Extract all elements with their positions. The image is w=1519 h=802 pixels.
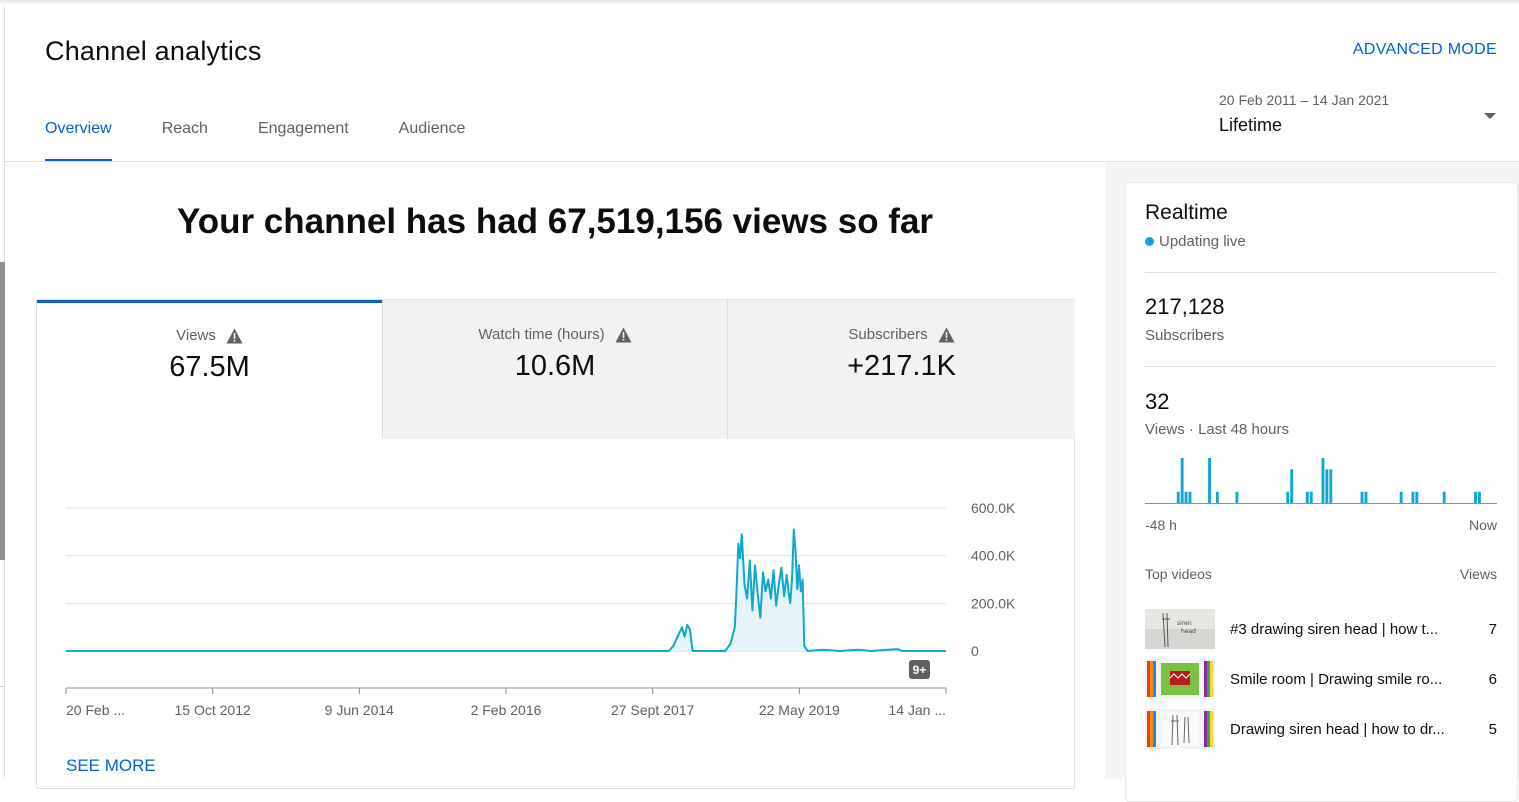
warning-icon (615, 327, 632, 342)
tab-bar: Overview Reach Engagement Audience (45, 120, 515, 162)
svg-text:siren: siren (1177, 620, 1192, 627)
date-range-dates: 20 Feb 2011 – 14 Jan 2021 (1219, 92, 1390, 108)
subscribers-count: 217,128 (1145, 294, 1225, 319)
scrollbar-thumb[interactable] (0, 262, 5, 560)
left-divider-stub (0, 686, 5, 687)
video-views: 6 (1488, 670, 1497, 688)
metric-tab-views[interactable]: Views 67.5M (37, 300, 382, 439)
realtime-divider (1145, 366, 1497, 367)
video-views: 5 (1488, 720, 1497, 738)
see-more-link[interactable]: SEE MORE (66, 756, 156, 775)
header-divider (5, 161, 1519, 162)
video-title: Drawing siren head | how to dr... (1230, 720, 1445, 738)
page-title: Channel analytics (45, 36, 262, 66)
date-range-picker[interactable]: 20 Feb 2011 – 14 Jan 2021 Lifetime (1219, 92, 1499, 136)
live-indicator: Updating live (1145, 233, 1246, 250)
metric-label-text: Watch time (hours) (478, 326, 605, 343)
metric-label: Watch time (hours) (478, 326, 632, 343)
realtime-axis-start: -48 h (1145, 517, 1177, 533)
metric-value: +217.1K (847, 350, 956, 382)
top-video-row[interactable]: siren head #3 drawing siren head | how t.… (1145, 608, 1497, 650)
tab-audience[interactable]: Audience (398, 120, 466, 137)
warning-icon (938, 327, 955, 342)
live-dot-icon (1145, 237, 1154, 246)
metric-value: 10.6M (514, 350, 596, 382)
tab-reach[interactable]: Reach (161, 120, 208, 137)
date-range-label: Lifetime (1219, 115, 1283, 135)
top-shadow (0, 0, 1519, 5)
views-headline: Your channel has had 67,519,156 views so… (176, 202, 934, 241)
tab-engagement[interactable]: Engagement (257, 120, 349, 137)
realtime-title: Realtime (1145, 201, 1228, 224)
svg-text:head: head (1181, 628, 1196, 635)
top-videos-views-label: Views (1459, 566, 1497, 582)
subscribers-label: Subscribers (1145, 327, 1225, 344)
realtime-views-count: 32 (1145, 389, 1170, 414)
video-title: #3 drawing siren head | how t... (1230, 620, 1439, 638)
realtime-divider (1145, 272, 1497, 273)
video-thumbnail (1145, 709, 1215, 749)
top-video-row[interactable]: Drawing siren head | how to dr... 5 (1145, 708, 1497, 750)
metric-value: 67.5M (169, 351, 250, 383)
video-views: 7 (1488, 620, 1497, 638)
realtime-axis-end: Now (1468, 517, 1497, 533)
live-text: Updating live (1159, 233, 1246, 250)
realtime-views-label: Views · Last 48 hours (1145, 421, 1289, 438)
dropdown-arrow-icon (1484, 113, 1496, 119)
advanced-mode-button[interactable]: ADVANCED MODE (1352, 41, 1497, 58)
metric-label: Views (176, 327, 243, 344)
metric-tab-subscribers[interactable]: Subscribers +217.1K (728, 300, 1075, 439)
top-video-row[interactable]: Smile room | Drawing smile ro... 6 (1145, 658, 1497, 700)
metric-label: Subscribers (848, 326, 955, 343)
metric-label-text: Views (176, 327, 216, 344)
video-thumbnail (1145, 659, 1215, 699)
warning-icon (226, 328, 243, 343)
metric-label-text: Subscribers (848, 326, 928, 343)
video-title: Smile room | Drawing smile ro... (1230, 670, 1443, 688)
tab-overview[interactable]: Overview (45, 120, 112, 162)
overview-card: Views 67.5M Watch time (hours) 10.6M Sub… (36, 299, 1075, 789)
top-videos-label: Top videos (1145, 566, 1212, 582)
metric-tab-watch-time[interactable]: Watch time (hours) 10.6M (382, 300, 728, 439)
video-thumbnail: siren head (1145, 609, 1215, 649)
